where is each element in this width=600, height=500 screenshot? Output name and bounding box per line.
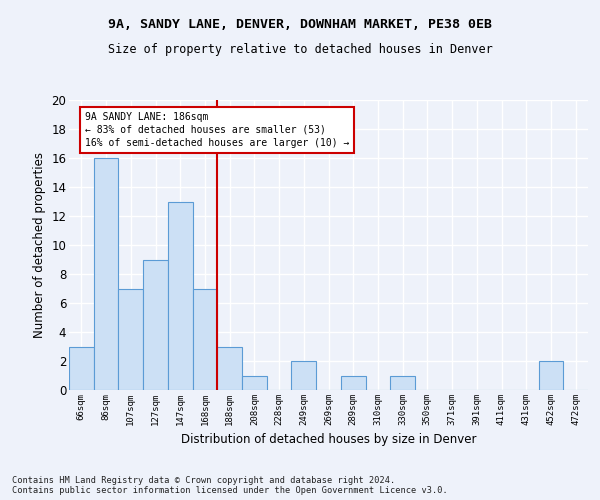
Bar bbox=[292, 361, 316, 390]
Bar bbox=[69, 346, 94, 390]
Text: Contains HM Land Registry data © Crown copyright and database right 2024.
Contai: Contains HM Land Registry data © Crown c… bbox=[12, 476, 448, 495]
X-axis label: Distribution of detached houses by size in Denver: Distribution of detached houses by size … bbox=[181, 434, 476, 446]
Bar bbox=[390, 376, 415, 390]
Text: Size of property relative to detached houses in Denver: Size of property relative to detached ho… bbox=[107, 42, 493, 56]
Bar bbox=[217, 346, 242, 390]
Bar bbox=[539, 361, 563, 390]
Bar bbox=[168, 202, 193, 390]
Bar bbox=[193, 288, 217, 390]
Text: 9A, SANDY LANE, DENVER, DOWNHAM MARKET, PE38 0EB: 9A, SANDY LANE, DENVER, DOWNHAM MARKET, … bbox=[108, 18, 492, 30]
Text: 9A SANDY LANE: 186sqm
← 83% of detached houses are smaller (53)
16% of semi-deta: 9A SANDY LANE: 186sqm ← 83% of detached … bbox=[85, 112, 349, 148]
Y-axis label: Number of detached properties: Number of detached properties bbox=[32, 152, 46, 338]
Bar bbox=[94, 158, 118, 390]
Bar bbox=[242, 376, 267, 390]
Bar bbox=[118, 288, 143, 390]
Bar bbox=[341, 376, 365, 390]
Bar bbox=[143, 260, 168, 390]
